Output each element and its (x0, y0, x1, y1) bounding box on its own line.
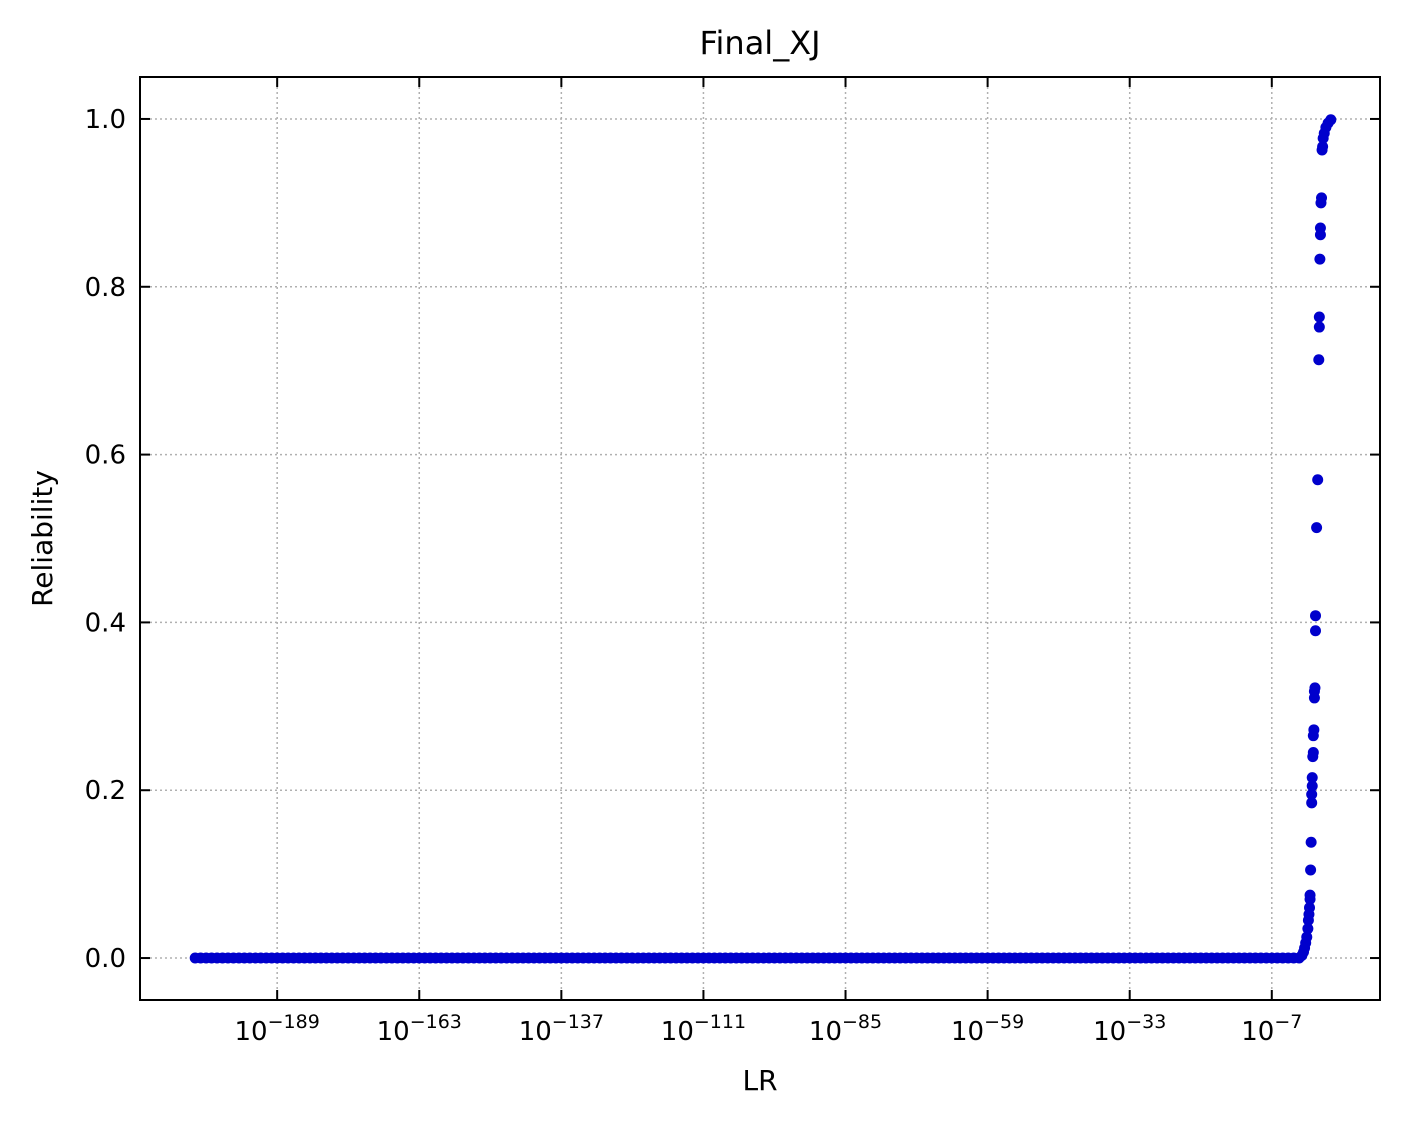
data-point (1307, 746, 1319, 758)
y-tick-label: 0.2 (85, 776, 126, 806)
data-point (1316, 192, 1328, 204)
x-tick-label: 10−163 (377, 1011, 462, 1047)
data-point (1301, 931, 1313, 943)
data-point (1306, 772, 1318, 784)
y-tick-label: 0.8 (85, 273, 126, 303)
x-tick-label: 10−33 (1093, 1011, 1166, 1047)
data-point (1304, 889, 1316, 901)
x-tick-exponent: −7 (1274, 1011, 1302, 1033)
x-tick-label: 10−111 (661, 1011, 746, 1047)
x-tick-exponent: −111 (694, 1011, 746, 1033)
axis-ticks: 10−189 10−163 10−137 10−111 10−85 10−59 10−33 1… (85, 77, 1380, 1047)
data-point (1313, 321, 1325, 333)
data-point (1317, 141, 1329, 153)
x-tick-exponent: −163 (410, 1011, 462, 1033)
x-tick-label: 10−7 (1241, 1011, 1302, 1047)
data-point (1310, 610, 1322, 622)
data-point (1311, 522, 1323, 534)
x-tick-base: 10 (951, 1017, 984, 1047)
plot-frame (139, 76, 1381, 1001)
x-tick-exponent: −33 (1126, 1011, 1166, 1033)
data-point (1306, 780, 1318, 792)
data-point (1309, 682, 1321, 694)
data-point (1313, 311, 1325, 323)
x-tick-base: 10 (1093, 1017, 1126, 1047)
y-axis-title: Reliability (26, 470, 59, 607)
x-tick-label: 10−59 (951, 1011, 1024, 1047)
y-tick-label: 0.6 (85, 441, 126, 471)
data-point (1314, 253, 1326, 265)
x-tick-base: 10 (519, 1017, 552, 1047)
data-point (1305, 836, 1317, 848)
y-tick-label: 1.0 (85, 105, 126, 135)
data-point (1312, 474, 1324, 486)
y-tick-label: 0.4 (85, 608, 126, 638)
data-point (1313, 354, 1325, 366)
x-tick-label: 10−85 (809, 1011, 882, 1047)
data-point (1325, 114, 1337, 126)
chart-title: Final_XJ (699, 24, 820, 62)
data-point (1304, 902, 1316, 914)
x-tick-base: 10 (809, 1017, 842, 1047)
y-tick-label: 0.0 (85, 944, 126, 974)
data-point (1310, 625, 1322, 637)
data-point (1308, 724, 1320, 736)
data-point (1314, 222, 1326, 234)
data-point (1302, 923, 1314, 935)
x-tick-exponent: −137 (552, 1011, 604, 1033)
data-point (1306, 797, 1318, 809)
x-tick-exponent: −59 (984, 1011, 1024, 1033)
data-points (189, 114, 1337, 964)
data-point (1305, 864, 1317, 876)
x-axis-title: LR (742, 1064, 777, 1097)
x-tick-exponent: −189 (268, 1011, 320, 1033)
x-tick-base: 10 (1241, 1017, 1274, 1047)
x-tick-base: 10 (377, 1017, 410, 1047)
x-tick-base: 10 (661, 1017, 694, 1047)
grid-lines (140, 77, 1380, 1000)
x-tick-label: 10−189 (235, 1011, 320, 1047)
x-tick-exponent: −85 (842, 1011, 882, 1033)
x-tick-label: 10−137 (519, 1011, 604, 1047)
data-point (1306, 788, 1318, 800)
x-tick-base: 10 (235, 1017, 268, 1047)
